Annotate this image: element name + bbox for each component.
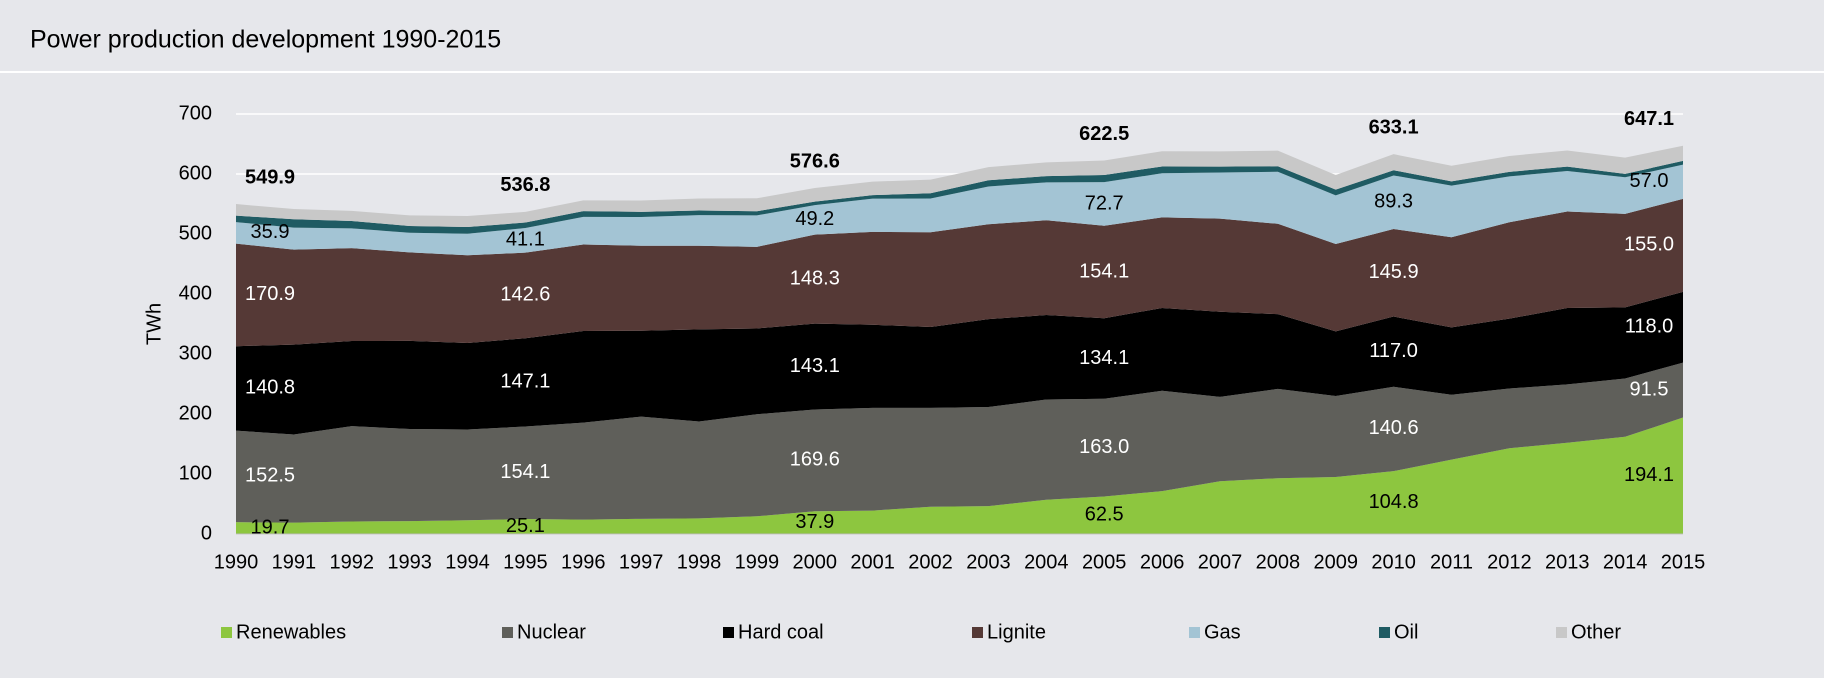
y-tick-label: 100: [179, 462, 212, 484]
legend-label: Renewables: [236, 621, 346, 643]
data-label: 169.6: [790, 449, 840, 471]
total-label: 633.1: [1369, 116, 1419, 138]
legend-swatch: [1556, 627, 1567, 638]
x-tick-label: 1996: [561, 551, 606, 573]
chart-title: Power production development 1990-2015: [30, 26, 501, 54]
total-label: 647.1: [1624, 108, 1674, 130]
y-tick-label: 500: [179, 222, 212, 244]
data-label: 89.3: [1374, 191, 1413, 213]
legend-swatch: [972, 627, 983, 638]
area: [236, 362, 1683, 523]
data-label: 152.5: [245, 465, 295, 487]
x-tick-label: 1993: [387, 551, 432, 573]
data-label: 147.1: [500, 371, 550, 393]
y-tick-label: 700: [179, 102, 212, 124]
x-tick-label: 2010: [1371, 551, 1416, 573]
data-label: 134.1: [1079, 347, 1129, 369]
area: [236, 198, 1683, 347]
data-label: 91.5: [1630, 378, 1669, 400]
x-tick-label: 1995: [503, 551, 548, 573]
total-label: 576.6: [790, 150, 840, 172]
data-label: 62.5: [1085, 504, 1124, 526]
x-tick-label: 2008: [1256, 551, 1301, 573]
data-label: 145.9: [1369, 261, 1419, 283]
x-tick-label: 1990: [214, 551, 259, 573]
y-tick-label: 400: [179, 282, 212, 304]
legend-swatch: [1189, 627, 1200, 638]
x-tick-label: 2005: [1082, 551, 1127, 573]
x-tick-label: 2002: [908, 551, 953, 573]
x-tick-label: 2003: [966, 551, 1011, 573]
x-tick-label: 1999: [735, 551, 780, 573]
x-tick-label: 2014: [1603, 551, 1648, 573]
x-tick-label: 1997: [619, 551, 664, 573]
legend-swatch: [221, 627, 232, 638]
y-tick-label: 0: [201, 522, 212, 544]
x-tick-label: 2011: [1430, 551, 1473, 573]
legend-label: Hard coal: [738, 621, 824, 643]
x-tick-label: 2001: [850, 551, 895, 573]
area: [236, 291, 1683, 435]
area: [236, 417, 1683, 534]
legend-swatch: [1379, 627, 1390, 638]
x-tick-label: 2004: [1024, 551, 1069, 573]
x-tick-label: 1998: [677, 551, 722, 573]
x-tick-label: 2013: [1545, 551, 1590, 573]
x-tick-label: 2007: [1198, 551, 1243, 573]
data-label: 154.1: [1079, 260, 1129, 282]
data-label: 194.1: [1624, 464, 1674, 486]
total-label: 549.9: [245, 166, 295, 188]
y-tick-label: 200: [179, 402, 212, 424]
legend-label: Gas: [1204, 621, 1241, 643]
data-label: 155.0: [1624, 234, 1674, 256]
data-label: 118.0: [1625, 316, 1674, 338]
data-label: 117.0: [1369, 340, 1418, 362]
y-axis-label: TWh: [143, 303, 165, 345]
x-tick-label: 2000: [793, 551, 838, 573]
x-tick-label: 2006: [1140, 551, 1185, 573]
data-label: 72.7: [1085, 192, 1124, 214]
legend-label: Other: [1571, 621, 1621, 643]
data-label: 143.1: [790, 355, 840, 377]
data-label: 163.0: [1079, 436, 1129, 458]
legend-swatch: [723, 627, 734, 638]
data-label: 19.7: [251, 516, 290, 538]
x-tick-label: 2012: [1487, 551, 1532, 573]
data-label: 49.2: [795, 208, 834, 230]
data-label: 148.3: [790, 267, 840, 289]
x-tick-label: 2015: [1661, 551, 1706, 573]
legend-label: Lignite: [987, 621, 1046, 643]
area: [236, 145, 1683, 228]
data-label: 154.1: [500, 461, 550, 483]
total-label: 622.5: [1079, 123, 1129, 145]
y-tick-label: 300: [179, 342, 212, 364]
x-tick-label: 1994: [445, 551, 490, 573]
x-tick-label: 1991: [272, 551, 317, 573]
data-label: 57.0: [1630, 170, 1669, 192]
area: [236, 160, 1683, 234]
data-label: 104.8: [1369, 491, 1419, 513]
data-label: 41.1: [506, 229, 545, 251]
data-label: 25.1: [506, 515, 545, 537]
legend-label: Nuclear: [517, 621, 586, 643]
x-tick-label: 1992: [330, 551, 375, 573]
data-label: 140.6: [1369, 417, 1419, 439]
data-label: 170.9: [245, 283, 295, 305]
data-label: 142.6: [500, 284, 550, 306]
data-label: 37.9: [795, 511, 834, 533]
legend-swatch: [502, 627, 513, 638]
data-label: 35.9: [251, 221, 290, 243]
total-label: 536.8: [500, 174, 550, 196]
y-tick-label: 600: [179, 162, 212, 184]
area: [236, 164, 1683, 256]
data-label: 140.8: [245, 377, 295, 399]
legend-label: Oil: [1394, 621, 1418, 643]
x-tick-label: 2009: [1313, 551, 1358, 573]
